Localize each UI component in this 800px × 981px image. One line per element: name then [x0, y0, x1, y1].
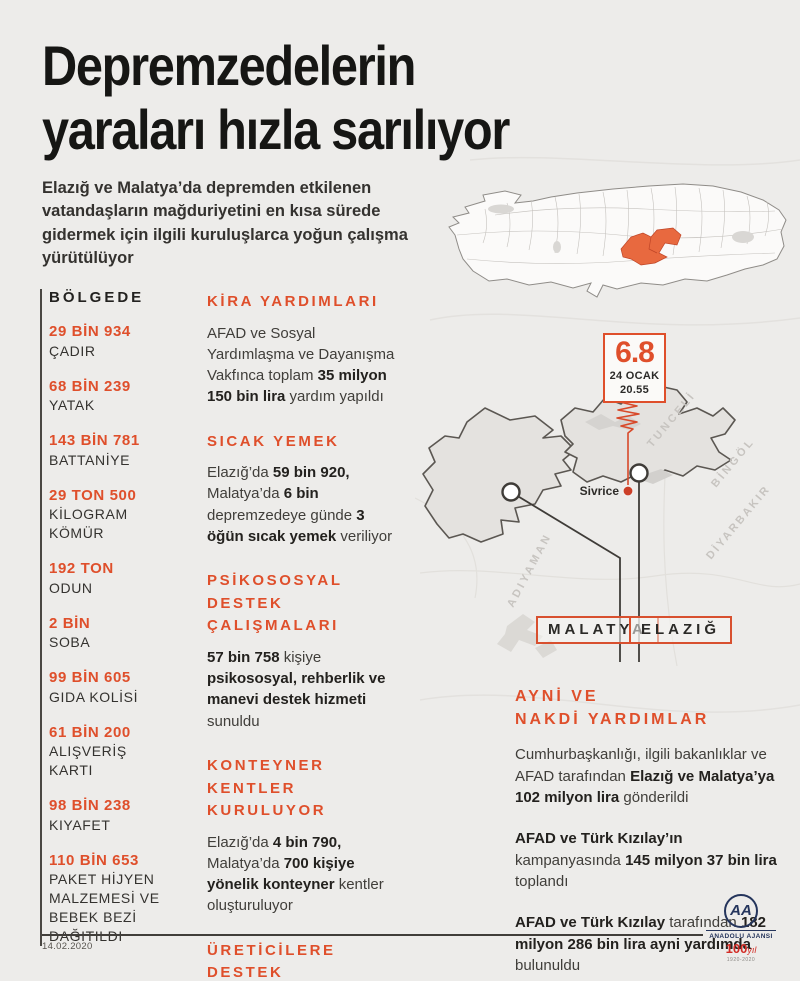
quake-region-highlight: [620, 227, 682, 266]
section-heading: KİRA YARDIMLARI: [207, 293, 379, 310]
stat-odun: 192 TON ODUN: [49, 560, 114, 596]
keban-reservoir: [585, 414, 641, 430]
section-kira-yardimlari: KİRA YARDIMLARI AFAD ve Sosyal Yardımlaş…: [207, 291, 405, 408]
stat-komur: 29 TON 500 KİLOGRAM KÖMÜR: [49, 486, 137, 542]
stat-kiyafet: 98 BİN 238 KIYAFET: [49, 797, 131, 833]
malatya-marker: [501, 482, 521, 502]
cash-aid-heading: AYNİ VE NAKDİ YARDIMLAR: [515, 688, 710, 728]
cash-aid-paragraph: Cumhurbaşkanlığı, ilgili bakanlıklar ve …: [515, 746, 775, 807]
stat-hijyen: 110 BİN 653 PAKET HİJYEN MALZEMESİ VE BEB…: [49, 851, 160, 945]
epicenter-label: Sivrice: [580, 484, 620, 498]
neighbor-label-diyarbakir: DİYARBAKIR: [703, 482, 773, 562]
section-konteyner-kentler: KONTEYNER KENTLER KURULUYOR Elazığ’da 4 …: [207, 755, 405, 917]
lake-van: [732, 231, 754, 243]
page-title: Depremzedelerin yaraları hızla sarılıyor: [42, 34, 510, 161]
section-heading: PSİKOSOSYAL DESTEK ÇALIŞMALARI: [207, 572, 343, 635]
magnitude-badge: 6.8 24 OCAK 20.55: [603, 333, 666, 404]
lake-tuz: [553, 241, 561, 253]
turkey-locator-map: [448, 183, 787, 298]
intro-paragraph: Elazığ ve Malatya’da depremden etkilenen…: [42, 179, 408, 268]
region-stats-header: BÖLGEDE: [49, 289, 145, 306]
marmara-sea: [488, 204, 514, 214]
elazig-label-box: ELAZIĞ: [629, 616, 732, 644]
quake-date: 24 OCAK: [609, 369, 660, 382]
cash-aid-paragraph: AFAD ve Türk Kızılay tarafından 182 mily…: [515, 914, 766, 974]
region-stats-column: BÖLGEDE 29 BİN 934 ÇADIR 68 BİN 239 YATAK …: [40, 289, 195, 947]
centennial-mark: 100yıl: [725, 941, 757, 956]
section-sicak-yemek: SICAK YEMEK Elazığ’da 59 bin 920, Malaty…: [207, 431, 405, 548]
province-border-lines: [456, 186, 784, 264]
dam-lake-arms: [497, 614, 557, 658]
stat-gida: 99 BİN 605 GIDA KOLİSİ: [49, 669, 139, 705]
cash-aid-column: AYNİ VE NAKDİ YARDIMLAR Cumhurbaşkanlığı…: [515, 686, 789, 981]
section-psikososyal-destek: PSİKOSOSYAL DESTEK ÇALIŞMALARI 57 bin 75…: [207, 570, 405, 732]
anadolu-agency-logo: AA ANADOLU AJANSI 100yıl 1920-2020: [706, 894, 776, 963]
stat-battaniye: 143 BİN 781 BATTANİYE: [49, 432, 140, 468]
section-body: AFAD ve Sosyal Yardımlaşma ve Dayanışma …: [207, 324, 395, 406]
malatya-province-shape: [422, 407, 576, 543]
epicenter-dot: [622, 485, 634, 497]
section-ureticilere-destek: ÜRETİCİLERE DESTEK Depremden etkilenen ü…: [207, 940, 405, 981]
agency-name: ANADOLU AJANSI: [706, 930, 776, 940]
centennial-years: 1920-2020: [726, 957, 756, 963]
magnitude-value: 6.8: [615, 336, 655, 369]
neighbor-label-adiyaman: ADIYAMAN: [505, 531, 554, 609]
quake-region-inner-border: [648, 236, 658, 254]
stat-yatak: 68 BİN 239 YATAK: [49, 377, 131, 414]
aa-emblem-icon: AA: [724, 894, 758, 928]
section-body: Elazığ’da 4 bin 790, Malatya’da 700 kişi…: [207, 833, 384, 915]
section-heading: ÜRETİCİLERE DESTEK: [207, 941, 336, 981]
elazig-marker: [629, 463, 649, 483]
stat-cadir: 29 BİN 934 ÇADIR: [49, 323, 131, 359]
section-heading: KONTEYNER KENTLER KURULUYOR: [207, 757, 327, 820]
stat-soba: 2 BİN SOBA: [49, 614, 91, 651]
cash-aid-paragraph: AFAD ve Türk Kızılay’ın kampanyasında 14…: [515, 830, 777, 890]
footer-divider: [42, 934, 703, 936]
section-heading: SICAK YEMEK: [207, 432, 340, 450]
section-body: 57 bin 758 kişiye psikososyal, rehberlik…: [207, 648, 386, 730]
publication-date: 14.02.2020: [42, 941, 93, 952]
aid-sections-column: KİRA YARDIMLARI AFAD ve Sosyal Yardımlaş…: [207, 291, 405, 981]
section-body: Elazığ’da 59 bin 920, Malatya’da 6 bin d…: [207, 464, 393, 546]
quake-time: 20.55: [619, 383, 650, 396]
stat-alisveris: 61 BİN 200 ALIŞVERİŞ KARTI: [49, 723, 131, 779]
